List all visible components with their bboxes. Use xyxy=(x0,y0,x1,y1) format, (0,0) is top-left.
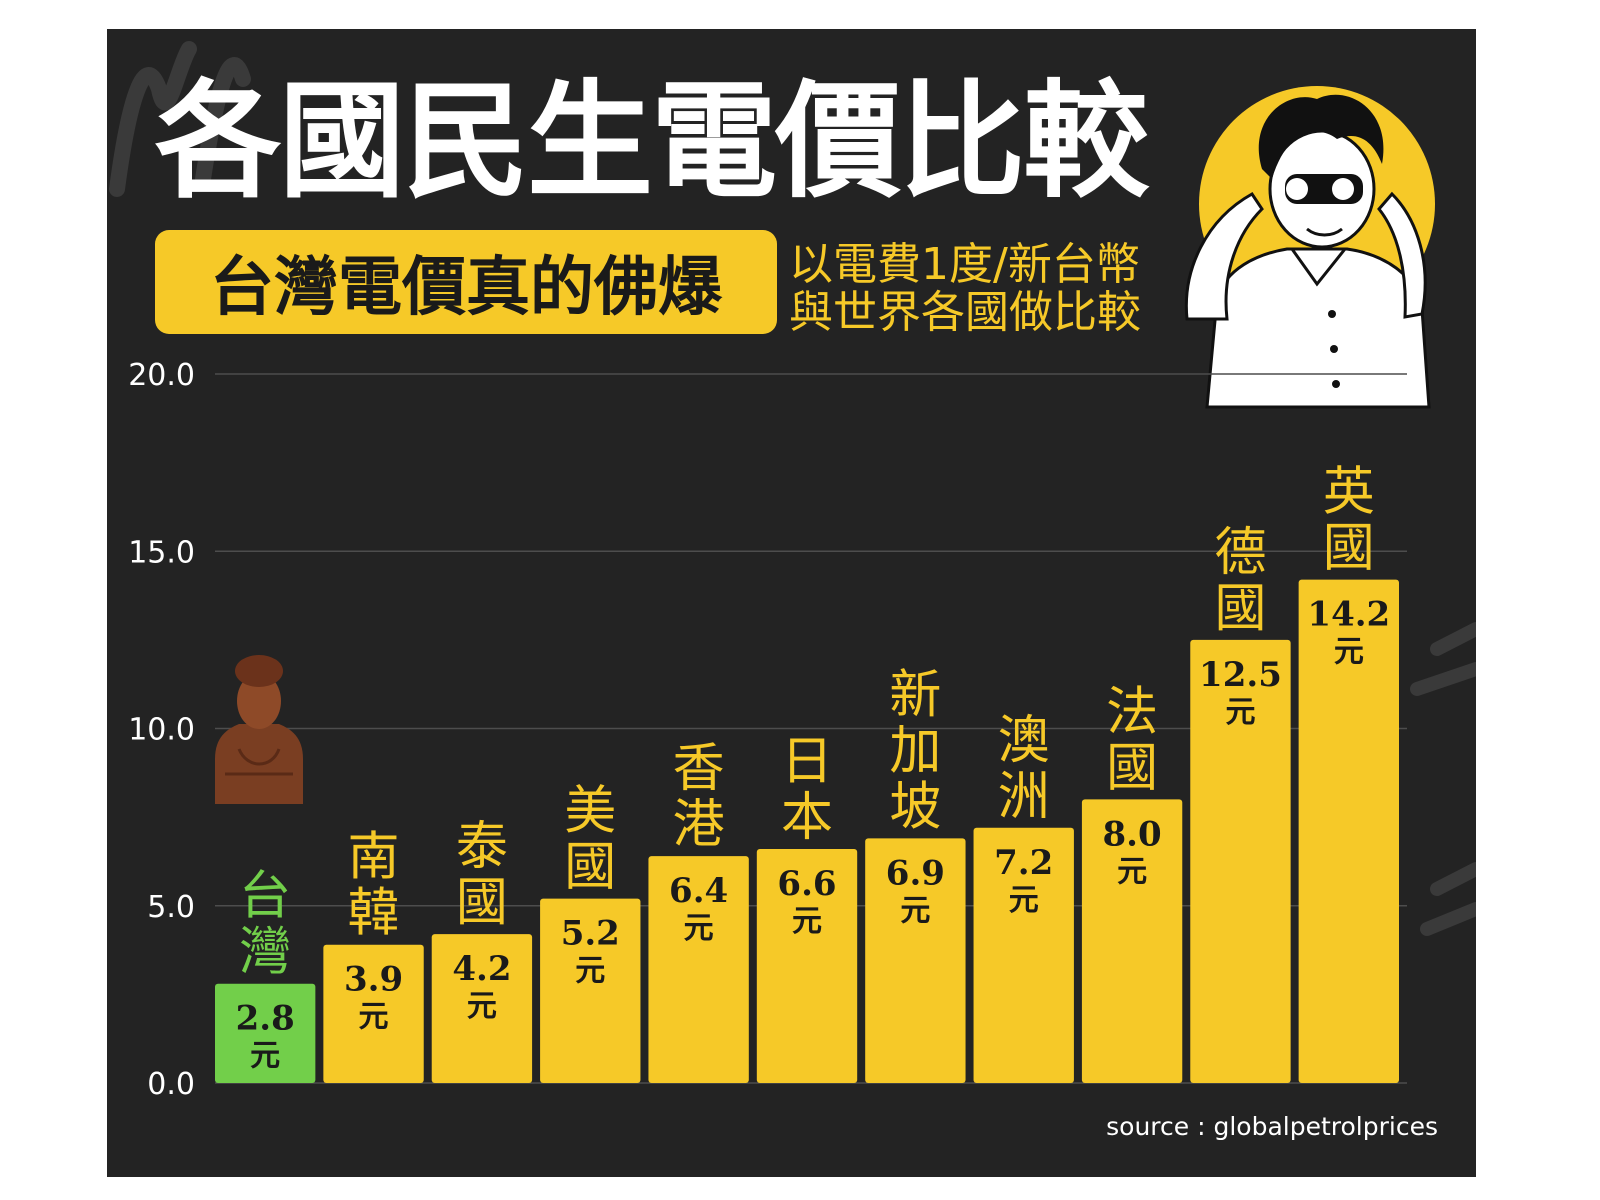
bar xyxy=(865,838,966,1083)
data-unit-label: 元 xyxy=(359,1000,389,1035)
data-unit-label: 元 xyxy=(467,989,497,1024)
data-value-label: 7.2 xyxy=(994,843,1053,883)
data-unit-label: 元 xyxy=(250,1039,280,1074)
x-category-label: 澳洲 xyxy=(998,711,1050,827)
data-value-label: 6.4 xyxy=(669,871,728,911)
binoculars-person-illustration xyxy=(1184,86,1435,409)
data-value-label: 5.2 xyxy=(561,914,620,954)
data-value-label: 3.9 xyxy=(344,960,403,1000)
data-value-label: 12.5 xyxy=(1199,655,1282,695)
data-unit-label: 元 xyxy=(1009,883,1039,918)
bar-group: 14.2元 英國 xyxy=(1298,463,1399,1083)
infographic-poster: 各國民生電價比較 台灣電價真的佛爆 以電費1度/新台幣 與世界各國做比較 0.0… xyxy=(107,29,1476,1177)
bar-group: 12.5元 德國 xyxy=(1190,523,1291,1083)
data-value-label: 4.2 xyxy=(452,949,511,989)
bar-group: 2.8元 台灣 xyxy=(215,867,316,1083)
data-value-label: 6.6 xyxy=(777,864,836,904)
bar-group: 4.2元 泰國 xyxy=(431,817,533,1083)
bar-group: 8.0元 法國 xyxy=(1081,682,1183,1083)
bar-group: 6.6元 日本 xyxy=(756,732,858,1083)
bar xyxy=(1298,579,1399,1083)
data-value-label: 14.2 xyxy=(1307,595,1390,635)
data-value-label: 6.9 xyxy=(886,853,945,893)
bar-group: 7.2元 澳洲 xyxy=(973,711,1074,1083)
data-unit-label: 元 xyxy=(575,954,605,989)
data-value-label: 8.0 xyxy=(1103,814,1162,854)
x-category-label: 英國 xyxy=(1323,463,1375,579)
buddha-statue-icon xyxy=(215,655,303,804)
y-tick-label: 10.0 xyxy=(128,713,195,748)
x-category-label: 香港 xyxy=(673,739,725,855)
data-unit-label: 元 xyxy=(1225,695,1255,730)
subtitle-line-2: 與世界各國做比較 xyxy=(789,287,1141,338)
bar-group: 3.9元 南韓 xyxy=(323,828,424,1083)
bar xyxy=(431,934,533,1083)
headline-badge: 台灣電價真的佛爆 xyxy=(155,230,777,334)
bar-group: 6.4元 香港 xyxy=(648,739,749,1083)
data-unit-label: 元 xyxy=(1117,854,1147,889)
data-unit-label: 元 xyxy=(900,893,930,928)
data-unit-label: 元 xyxy=(1334,635,1364,670)
data-unit-label: 元 xyxy=(684,911,714,946)
x-category-label: 新加坡 xyxy=(889,665,941,837)
data-value-label: 2.8 xyxy=(236,999,295,1039)
subtitle-line-1: 以電費1度/新台幣 xyxy=(789,239,1140,290)
bar xyxy=(973,827,1074,1083)
bar-group: 6.9元 新加坡 xyxy=(865,665,966,1083)
source-note: source : globalpetrolprices xyxy=(1106,1112,1438,1141)
bar xyxy=(648,856,749,1083)
y-tick-label: 0.0 xyxy=(147,1067,195,1102)
bar-group: 5.2元 美國 xyxy=(540,782,641,1083)
data-unit-label: 元 xyxy=(792,904,822,939)
bar xyxy=(215,983,316,1083)
bar xyxy=(323,944,424,1083)
bar xyxy=(1190,639,1291,1083)
x-category-label: 南韓 xyxy=(348,828,400,944)
y-tick-label: 15.0 xyxy=(128,535,195,570)
y-tick-label: 5.0 xyxy=(147,890,195,925)
bar xyxy=(1081,799,1183,1083)
bar xyxy=(756,849,858,1083)
x-category-label: 法國 xyxy=(1106,682,1158,798)
x-category-label: 泰國 xyxy=(456,817,508,933)
bar xyxy=(540,898,641,1083)
y-tick-label: 20.0 xyxy=(128,358,195,393)
x-category-label: 德國 xyxy=(1214,523,1266,639)
x-category-label: 日本 xyxy=(781,732,833,848)
page-title: 各國民生電價比較 xyxy=(155,68,1149,215)
x-category-label: 台灣 xyxy=(239,867,291,983)
x-category-label: 美國 xyxy=(564,782,616,898)
background-scribble-decoration xyxy=(109,41,1476,936)
